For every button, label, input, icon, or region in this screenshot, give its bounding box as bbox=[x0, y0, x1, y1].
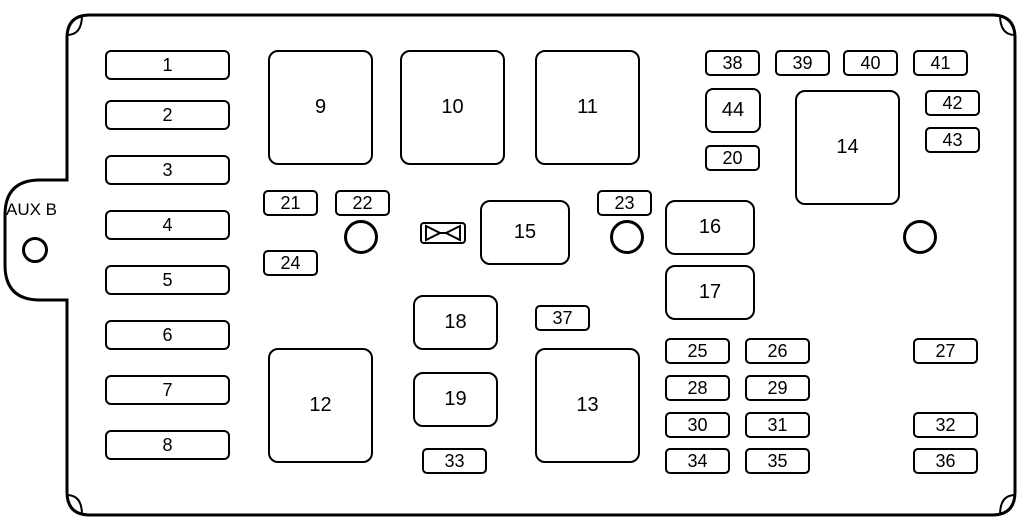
fuse-22: 22 bbox=[335, 190, 390, 216]
fuse-33: 33 bbox=[422, 448, 487, 474]
fuse-5: 5 bbox=[105, 265, 230, 295]
fuse-label: 34 bbox=[687, 451, 707, 472]
fuse-34: 34 bbox=[665, 448, 730, 474]
fuse-39: 39 bbox=[775, 50, 830, 76]
fuse-label: 38 bbox=[722, 53, 742, 74]
fuse-16: 16 bbox=[665, 200, 755, 255]
fuse-11: 11 bbox=[535, 50, 640, 165]
fuse-label: 43 bbox=[942, 130, 962, 151]
fuse-24: 24 bbox=[263, 250, 318, 276]
fuse-3: 3 bbox=[105, 155, 230, 185]
fuse-label: 30 bbox=[687, 415, 707, 436]
fuse-label: 19 bbox=[444, 388, 466, 411]
stud-circle bbox=[610, 220, 644, 254]
fuse-40: 40 bbox=[843, 50, 898, 76]
fuse-1: 1 bbox=[105, 50, 230, 80]
fuse-label: 21 bbox=[280, 193, 300, 214]
fuse-label: 42 bbox=[942, 93, 962, 114]
fuse-label: 40 bbox=[860, 53, 880, 74]
fuse-label: 39 bbox=[792, 53, 812, 74]
fuse-32: 32 bbox=[913, 412, 978, 438]
fuse-12: 12 bbox=[268, 348, 373, 463]
bowtie-icon bbox=[420, 222, 466, 244]
fuse-21: 21 bbox=[263, 190, 318, 216]
fuse-31: 31 bbox=[745, 412, 810, 438]
fuse-23: 23 bbox=[597, 190, 652, 216]
fuse-label: 27 bbox=[935, 341, 955, 362]
fuse-label: 10 bbox=[441, 96, 463, 119]
fuse-label: 7 bbox=[162, 380, 172, 401]
fuse-42: 42 bbox=[925, 90, 980, 116]
fuse-label: 11 bbox=[577, 96, 598, 119]
fuse-label: 36 bbox=[935, 451, 955, 472]
fuse-label: 12 bbox=[309, 394, 331, 417]
fuse-label: 37 bbox=[552, 308, 572, 329]
fuse-13: 13 bbox=[535, 348, 640, 463]
fuse-6: 6 bbox=[105, 320, 230, 350]
fuse-28: 28 bbox=[665, 375, 730, 401]
fuse-label: 32 bbox=[935, 415, 955, 436]
fuse-25: 25 bbox=[665, 338, 730, 364]
fuse-8: 8 bbox=[105, 430, 230, 460]
fuse-label: 44 bbox=[722, 99, 744, 122]
fuse-label: 5 bbox=[162, 270, 172, 291]
fuse-label: 35 bbox=[767, 451, 787, 472]
fuse-label: 25 bbox=[687, 341, 707, 362]
fuse-label: 2 bbox=[162, 105, 172, 126]
fuse-label: 31 bbox=[767, 415, 787, 436]
fuse-label: 23 bbox=[614, 193, 634, 214]
fuse-label: 41 bbox=[930, 53, 950, 74]
fuse-36: 36 bbox=[913, 448, 978, 474]
fuse-26: 26 bbox=[745, 338, 810, 364]
fuse-10: 10 bbox=[400, 50, 505, 165]
fuse-29: 29 bbox=[745, 375, 810, 401]
fuse-4: 4 bbox=[105, 210, 230, 240]
fuse-label: 28 bbox=[687, 378, 707, 399]
fuse-2: 2 bbox=[105, 100, 230, 130]
fuse-label: 24 bbox=[280, 253, 300, 274]
fuse-label: 16 bbox=[699, 216, 721, 239]
fuse-label: 14 bbox=[836, 136, 858, 159]
fuse-label: 20 bbox=[722, 148, 742, 169]
fuse-box-diagram: AUX B 1234567891011121314151617181920212… bbox=[0, 0, 1024, 527]
fuse-41: 41 bbox=[913, 50, 968, 76]
stud-circle bbox=[344, 220, 378, 254]
fuse-19: 19 bbox=[413, 372, 498, 427]
fuse-label: 4 bbox=[162, 215, 172, 236]
fuse-label: 26 bbox=[767, 341, 787, 362]
fuse-label: 3 bbox=[162, 160, 172, 181]
fuse-18: 18 bbox=[413, 295, 498, 350]
fuse-37: 37 bbox=[535, 305, 590, 331]
fuse-label: 13 bbox=[576, 394, 598, 417]
fuse-label: 18 bbox=[444, 311, 466, 334]
fuse-30: 30 bbox=[665, 412, 730, 438]
fuse-44: 44 bbox=[705, 88, 761, 133]
fuse-label: 17 bbox=[699, 281, 721, 304]
fuse-label: 33 bbox=[444, 451, 464, 472]
fuse-27: 27 bbox=[913, 338, 978, 364]
fuse-7: 7 bbox=[105, 375, 230, 405]
fuse-35: 35 bbox=[745, 448, 810, 474]
aux-b-label: AUX B bbox=[6, 200, 57, 220]
fuse-43: 43 bbox=[925, 127, 980, 153]
fuse-label: 15 bbox=[514, 221, 536, 244]
fuse-17: 17 bbox=[665, 265, 755, 320]
fuse-label: 29 bbox=[767, 378, 787, 399]
fuse-label: 8 bbox=[162, 435, 172, 456]
fuse-label: 22 bbox=[352, 193, 372, 214]
fuse-9: 9 bbox=[268, 50, 373, 165]
fuse-38: 38 bbox=[705, 50, 760, 76]
fuse-label: 9 bbox=[315, 96, 326, 119]
stud-circle bbox=[903, 220, 937, 254]
fuse-label: 6 bbox=[162, 325, 172, 346]
fuse-20: 20 bbox=[705, 145, 760, 171]
fuse-14: 14 bbox=[795, 90, 900, 205]
fuse-15: 15 bbox=[480, 200, 570, 265]
aux-b-circle bbox=[22, 237, 48, 263]
fuse-label: 1 bbox=[162, 55, 172, 76]
